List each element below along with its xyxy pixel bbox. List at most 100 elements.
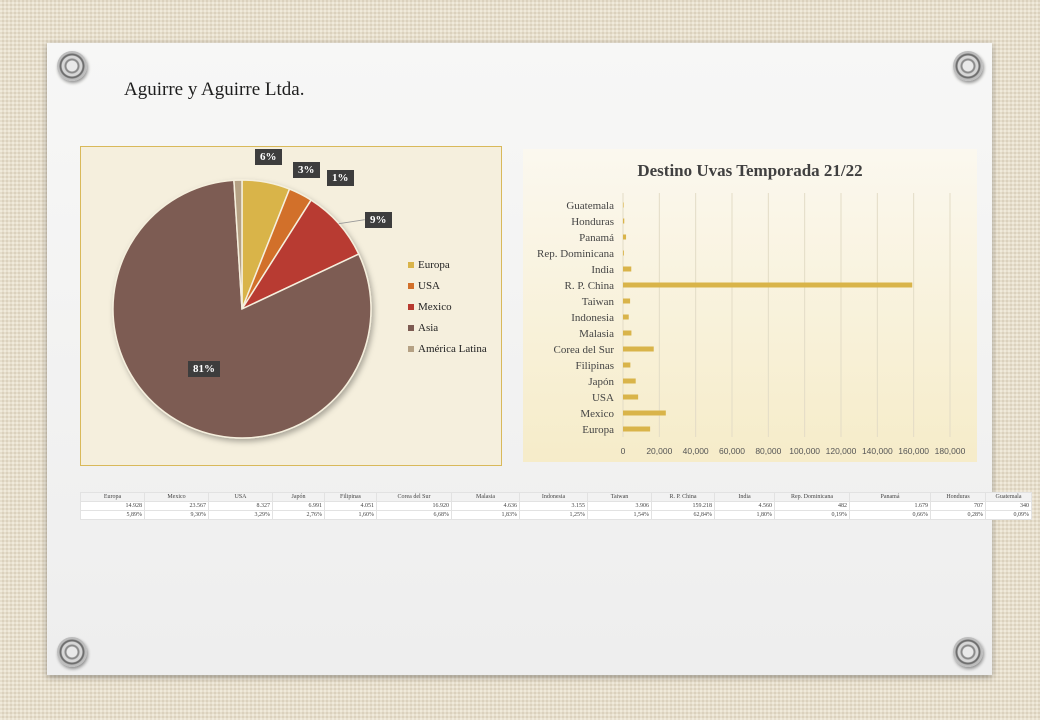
table-cell: 1,25% [519,510,588,520]
table-cell: 1.679 [849,501,931,511]
legend-item-mexico: Mexico [408,297,487,318]
table-cell: 1,54% [587,510,652,520]
table-cell: 3.906 [587,501,652,511]
bar-corea-del-sur [623,346,654,352]
table-cell: 0,19% [774,510,850,520]
table-cell: 16.920 [376,501,452,511]
table-header-row: Europa Mexico USA Japón Filipinas Corea del S… [80,492,1032,502]
legend-item-america-latina: América Latina [408,339,487,360]
legend-swatch [408,346,414,352]
x-tick-label: 80,000 [755,446,781,456]
table-header-cell: Japón [272,492,325,502]
legend-swatch [408,283,414,289]
bar-usa [623,394,639,400]
category-label-europa: Europa [582,424,614,436]
slide-title: Aguirre y Aguirre Ltda. [124,79,305,100]
table-cell: 4.051 [324,501,377,511]
pie-data-label-mexico: 9% [365,212,392,228]
category-label-mexico: Mexico [580,408,614,420]
data-table: Europa Mexico USA Japón Filipinas Corea del S… [80,492,1032,520]
legend-item-europa: Europa [408,255,487,276]
bar-indonesia [623,314,629,320]
pie-data-label-europa: 6% [255,149,282,165]
bar-filipinas [623,362,631,368]
category-label-panama: Panamá [579,232,614,244]
category-label-guatemala: Guatemala [566,200,614,212]
table-header-cell: Malasia [451,492,520,502]
x-tick-label: 60,000 [719,446,745,456]
table-cell: 14.928 [80,501,145,511]
pin-bottom-right-icon [953,637,983,667]
table-cell: 0,28% [930,510,986,520]
pie-slice-america-latina [233,179,243,310]
bar-panama [623,234,627,240]
table-cell: 6.991 [272,501,325,511]
pie-data-label-asia: 81% [188,361,220,377]
bar-mexico [623,410,666,416]
bar-chart-panel: Destino Uvas Temporada 21/22 Guatemala Ho… [523,149,977,462]
table-cell: 1,80% [714,510,775,520]
category-label-malasia: Malasia [579,328,614,340]
category-label-taiwan: Taiwan [582,296,615,308]
bar-malasia [623,330,632,336]
table-row: 14.928 23.567 8.327 6.991 4.051 16.920 4.636 3.… [80,501,1032,511]
table-cell: 340 [985,501,1032,511]
table-cell: 4.560 [714,501,775,511]
category-label-r-p-china: R. P. China [564,280,614,292]
bar-japon [623,378,636,384]
pin-top-right-icon [953,51,983,81]
table-header-cell: Rep. Dominicana [774,492,850,502]
pin-bottom-left-icon [57,637,87,667]
category-label-rep-dominicana: Rep. Dominicana [537,248,614,260]
table-header-cell: Europa [80,492,145,502]
category-label-india: India [591,264,614,276]
x-tick-label: 180,000 [935,446,966,456]
table-cell: 1,83% [451,510,520,520]
table-cell: 3,29% [208,510,273,520]
legend-swatch [408,262,414,268]
x-tick-label: 100,000 [789,446,820,456]
x-tick-label: 0 [621,446,626,456]
pie-chart-panel: 6% 3% 9% 81% 1% Europa USA Mexico Asia América L… [80,146,502,466]
table-header-cell: Taiwan [587,492,652,502]
table-cell: 3.155 [519,501,588,511]
bar-india [623,266,632,272]
table-header-cell: Filipinas [324,492,377,502]
table-cell: 23.567 [144,501,209,511]
category-label-indonesia: Indonesia [571,312,614,324]
table-cell: 2,76% [272,510,325,520]
table-header-cell: Mexico [144,492,209,502]
legend-swatch [408,304,414,310]
pin-top-left-icon [57,51,87,81]
slide: Aguirre y Aguirre Ltda. 6% 3% 9% 81% 1% Euro… [47,43,1032,675]
category-label-honduras: Honduras [571,216,614,228]
table-cell: 8.327 [208,501,273,511]
table-row: 5,89% 9,30% 3,29% 2,76% 1,60% 6,68% 1,83% 1,25%… [80,510,1032,520]
table-header-cell: Honduras [930,492,986,502]
category-label-usa: USA [592,392,614,404]
x-tick-label: 40,000 [683,446,709,456]
legend-label: USA [418,280,441,292]
x-tick-label: 140,000 [862,446,893,456]
bar-europa [623,426,651,432]
legend-label: Europa [418,259,450,271]
table-header-cell: R. P. China [651,492,715,502]
bar-rep-dominicana [623,250,624,256]
table-header-cell: Corea del Sur [376,492,452,502]
table-header-cell: Panamá [849,492,931,502]
category-label-japon: Japón [588,376,614,388]
x-tick-label: 120,000 [826,446,857,456]
table-cell: 0,09% [985,510,1032,520]
table-cell: 6,68% [376,510,452,520]
legend-label: Mexico [418,301,452,313]
table-header-cell: India [714,492,775,502]
pie-legend: Europa USA Mexico Asia América Latina [408,255,487,360]
legend-item-usa: USA [408,276,487,297]
table-cell: 707 [930,501,986,511]
legend-swatch [408,325,414,331]
table-cell: 1,60% [324,510,377,520]
legend-label: América Latina [418,343,487,355]
table-cell: 62,84% [651,510,715,520]
table-cell: 0,66% [849,510,931,520]
table-cell: 5,89% [80,510,145,520]
